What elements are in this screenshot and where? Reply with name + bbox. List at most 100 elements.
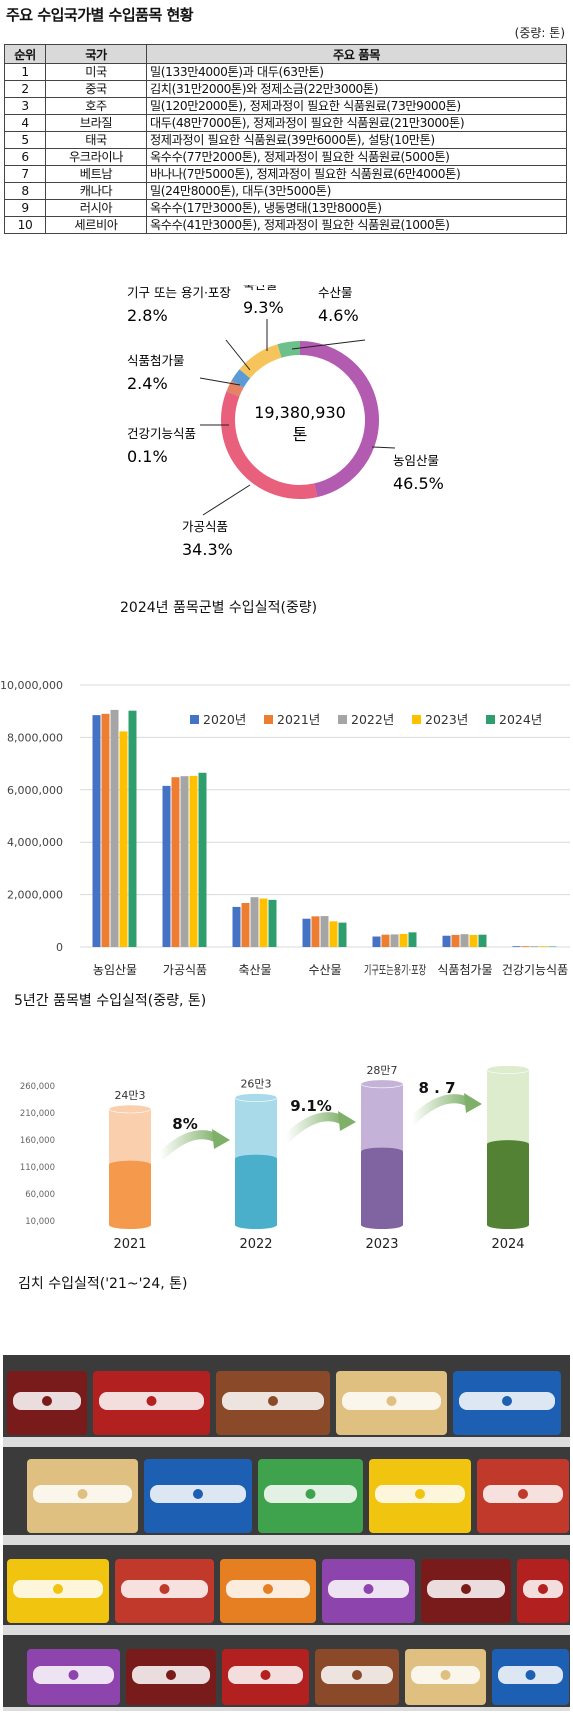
growth-label: 8 . 7	[418, 1079, 455, 1097]
bar	[268, 899, 277, 947]
x-tick-label: 건강기능식품	[502, 963, 568, 977]
donut-slice	[226, 380, 244, 397]
table-row: 4 브라질 대두(48만7000톤), 정제과정이 필요한 식품원료(21만3000…	[4, 114, 567, 132]
donut-slice-label: 건강기능식품	[127, 426, 196, 441]
kimchi-chart: 10,000 60,000 110,000 160,000 210,000 260,000…	[20, 1065, 530, 1252]
cell-country: 태국	[45, 131, 147, 149]
cell-items: 밀(24만8000톤), 대두(3만5000톤)	[146, 182, 567, 200]
legend-label: 2022년	[351, 712, 394, 727]
y-tick-label: 160,000	[20, 1136, 55, 1146]
donut-slice-label: 농임산물	[393, 453, 439, 468]
bar	[119, 731, 128, 947]
cylinder-cap	[486, 1065, 530, 1074]
cylinder-fill	[235, 1158, 277, 1225]
value-label: 24만3	[114, 1089, 145, 1102]
legend-label: 2021년	[277, 712, 320, 727]
legend-swatch	[264, 715, 273, 724]
donut-slice-label: 가공식품	[182, 519, 228, 534]
cell-country: 중국	[45, 80, 147, 98]
table-row: 5 태국 정제과정이 필요한 식품원료(39만6000톤), 설탕(10만톤)	[4, 131, 567, 149]
cell-items: 바나나(7만5000톤), 정제과정이 필요한 식품원료(6만4000톤)	[146, 165, 567, 183]
donut-slice-value: 2.4%	[127, 374, 168, 393]
package-logo-dot	[53, 1584, 63, 1594]
cell-rank: 7	[4, 165, 46, 183]
cylinder-fill	[487, 1144, 529, 1225]
donut-hole	[236, 356, 364, 484]
donut-slice-value: 4.6%	[318, 306, 359, 325]
bar	[189, 775, 198, 947]
legend-label: 2023년	[425, 712, 468, 727]
table-header-row: 순위 국가 주요 품목	[4, 44, 567, 64]
cell-items: 김치(31만2000톤)와 정제소금(22만3000톤)	[146, 80, 567, 98]
bar	[259, 898, 268, 947]
donut-slice-label: 기구 또는 용기·포장	[127, 285, 231, 300]
table-row: 1 미국 밀(133만4000톤)과 대두(63만톤)	[4, 63, 567, 81]
bar	[390, 934, 399, 947]
donut-slice-label: 식품첨가물	[127, 353, 185, 368]
table-row: 8 캐나다 밀(24만8000톤), 대두(3만5000톤)	[4, 182, 567, 200]
cell-items: 옥수수(77만2000톤), 정제과정이 필요한 식품원료(5000톤)	[146, 148, 567, 166]
x-tick-label: 기구또는용기·포장	[364, 963, 426, 977]
bar	[521, 946, 530, 947]
cell-country: 우크라이나	[45, 148, 147, 166]
bar	[198, 772, 207, 947]
legend-label: 2024년	[499, 712, 542, 727]
shelf-board	[3, 1707, 570, 1711]
bar	[162, 785, 171, 947]
cell-country: 캐나다	[45, 182, 147, 200]
table-row: 3 호주 밀(120만2000톤), 정제과정이 필요한 식품원료(73만9000톤…	[4, 97, 567, 115]
package-logo-dot	[159, 1584, 170, 1594]
cell-rank: 5	[4, 131, 46, 149]
bar	[460, 934, 469, 947]
bar	[329, 921, 338, 947]
cell-items: 옥수수(41만3000톤), 정제과정이 필요한 식품원료(1000톤)	[146, 216, 567, 234]
package-logo-dot	[146, 1396, 157, 1406]
cylinder-cap	[234, 1093, 278, 1102]
cylinder-base	[109, 1221, 151, 1229]
x-tick-label: 2022	[239, 1237, 272, 1252]
cylinder-base	[361, 1221, 403, 1229]
donut-slice	[221, 391, 318, 499]
cylinder-fill-cap	[361, 1147, 403, 1156]
cell-rank: 8	[4, 182, 46, 200]
cell-country: 브라질	[45, 114, 147, 132]
bar	[320, 916, 329, 947]
donut-slice-value: 46.5%	[393, 474, 444, 493]
donut-slice	[231, 369, 251, 388]
package-logo-dot	[260, 1670, 271, 1680]
bar-caption: 5년간 품목별 수입실적(중량, 톤)	[14, 993, 207, 1009]
donut-caption: 2024년 품목군별 수입실적(중량)	[120, 600, 318, 616]
package-logo-dot	[386, 1396, 397, 1406]
cylinder-fill	[109, 1164, 151, 1225]
table-body: 1 미국 밀(133만4000톤)과 대두(63만톤) 2 중국 김치(31만2000톤)…	[4, 63, 567, 234]
bar	[110, 709, 119, 947]
package-logo-dot	[352, 1670, 362, 1680]
cylinder-cap	[108, 1104, 152, 1114]
y-tick-label: 4,000,000	[7, 836, 63, 849]
donut-slice	[299, 341, 379, 498]
package-logo-dot	[440, 1670, 451, 1680]
table-row: 10 세르비아 옥수수(41만3000톤), 정제과정이 필요한 식품원료(1000…	[4, 216, 567, 234]
x-tick-label: 2021	[113, 1237, 146, 1252]
y-tick-label: 10,000,000	[0, 679, 63, 692]
bar	[469, 934, 478, 947]
value-label: 28만7	[366, 1065, 397, 1077]
x-tick-label: 수산물	[308, 963, 341, 977]
shelf-board	[3, 1535, 570, 1545]
unit-note: (중량: 톤)	[514, 26, 565, 40]
cell-items: 정제과정이 필요한 식품원료(39만6000톤), 설탕(10만톤)	[146, 131, 567, 149]
y-tick-label: 8,000,000	[7, 731, 63, 744]
bar	[372, 936, 381, 947]
bar	[442, 935, 451, 947]
x-tick-label: 식품첨가물	[437, 963, 492, 977]
header-rank: 순위	[4, 44, 46, 64]
page-title: 주요 수입국가별 수입품목 현황	[6, 6, 194, 24]
bar	[171, 777, 180, 947]
bar	[302, 918, 311, 947]
x-tick-label: 가공식품	[163, 963, 207, 977]
donut-slice-value: 9.3%	[243, 298, 284, 317]
donut-leader-line	[225, 339, 251, 371]
cylinder-cap	[360, 1079, 404, 1089]
legend-swatch	[412, 715, 421, 724]
y-tick-label: 10,000	[25, 1217, 55, 1227]
